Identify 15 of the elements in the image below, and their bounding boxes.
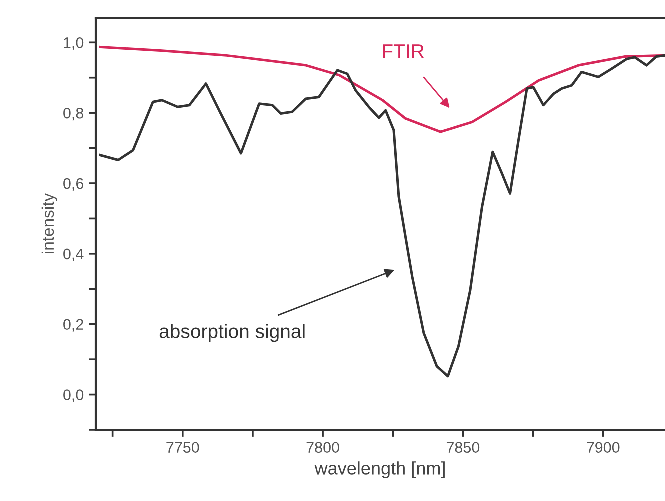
x-tick-label: 7800 <box>306 442 340 454</box>
x-axis-title: wavelength [nm] <box>314 462 445 478</box>
x-tick-label: 7850 <box>446 442 480 454</box>
y-axis-title: intensity <box>42 193 58 254</box>
x-tick-label: 7900 <box>587 442 620 454</box>
annotation: FTIR <box>383 44 424 58</box>
annotation: absorption signal <box>160 324 305 342</box>
y-tick-label: 0,4 <box>64 248 84 262</box>
y-tick-label: 1,0 <box>64 38 84 50</box>
y-tick-label: 0,6 <box>64 178 84 191</box>
y-tick-label: 0,8 <box>64 108 84 121</box>
x-tick-label: 7750 <box>166 442 200 454</box>
line-series <box>99 46 665 134</box>
y-tick-label: 0,0 <box>64 390 84 402</box>
y-tick-label: 0,2 <box>64 319 84 332</box>
